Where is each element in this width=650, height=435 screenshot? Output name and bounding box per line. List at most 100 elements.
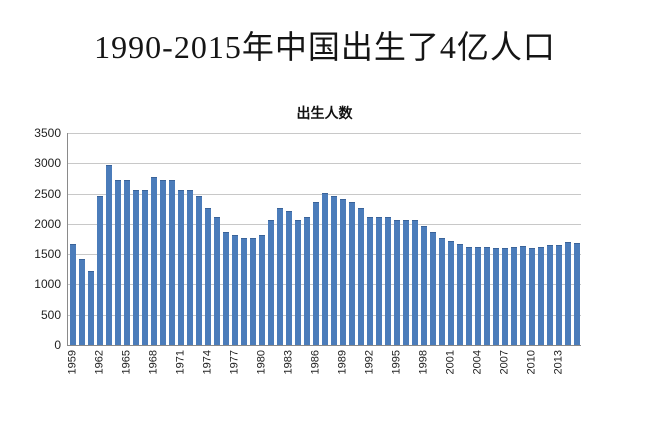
x-slot-1987 [320, 346, 329, 392]
bar-2012 [546, 245, 553, 345]
bar-2002 [456, 244, 463, 345]
x-tick-label: 1968 [147, 350, 159, 375]
bar-1998 [420, 225, 427, 345]
bar-1959 [69, 244, 76, 345]
x-tick-label: 1977 [228, 350, 240, 375]
bar-1989 [339, 198, 346, 345]
x-slot-2004: 2004 [471, 346, 483, 392]
x-axis: 1959 1962 1965 1968 1971 1974 1977 1980 1983 1986… [66, 346, 581, 392]
y-tick-label: 3000 [34, 156, 61, 171]
x-slot-2002 [455, 346, 464, 392]
bar-1965 [123, 180, 130, 345]
bar-2014 [564, 241, 571, 345]
x-slot-1992: 1992 [363, 346, 375, 392]
x-slot-2013: 2013 [552, 346, 564, 392]
y-tick-label: 2500 [34, 186, 61, 201]
x-slot-1975 [212, 346, 221, 392]
x-slot-1966 [131, 346, 140, 392]
bar-1980 [258, 234, 265, 345]
bar-1963 [105, 165, 112, 345]
gridline [68, 163, 581, 165]
bar-1971 [177, 189, 184, 345]
x-slot-2007: 2007 [498, 346, 510, 392]
x-slot-1981 [266, 346, 275, 392]
bar-1974 [204, 207, 211, 345]
bar-1973 [195, 195, 202, 345]
bar-1993 [375, 216, 382, 345]
bar-1982 [276, 207, 283, 345]
bar-1992 [366, 216, 373, 345]
x-slot-1974: 1974 [201, 346, 213, 392]
x-slot-1995: 1995 [390, 346, 402, 392]
bar-1962 [96, 195, 103, 345]
bar-1975 [213, 216, 220, 345]
x-slot-1983: 1983 [282, 346, 294, 392]
bar-1986 [312, 201, 319, 345]
bar-1970 [168, 180, 175, 345]
bar-1976 [222, 231, 229, 345]
x-slot-1984 [293, 346, 302, 392]
x-slot-1977: 1977 [228, 346, 240, 392]
x-tick-label: 1962 [93, 350, 105, 375]
bar-2007 [501, 247, 508, 345]
x-slot-1971: 1971 [174, 346, 186, 392]
x-tick-label: 1983 [282, 350, 294, 375]
bar-1964 [114, 180, 121, 345]
bar-2005 [483, 247, 490, 345]
bar-1979 [249, 238, 256, 345]
main-title: 1990-2015年中国出生了4亿人口 [94, 29, 556, 65]
x-slot-2001: 2001 [444, 346, 456, 392]
x-tick-label: 1974 [201, 350, 213, 375]
bar-2000 [438, 238, 445, 345]
x-slot-1965: 1965 [120, 346, 132, 392]
x-slot-2005 [482, 346, 491, 392]
x-tick-label: 1992 [363, 350, 375, 375]
bar-1995 [393, 219, 400, 345]
x-tick-label: 2004 [471, 350, 483, 375]
chart-title: 出生人数 [296, 105, 353, 121]
x-slot-1962: 1962 [93, 346, 105, 392]
x-tick-label: 1971 [174, 350, 186, 375]
bar-2015 [573, 243, 580, 345]
y-tick-label: 500 [40, 307, 61, 322]
bar-2008 [510, 247, 517, 345]
bar-1990 [348, 201, 355, 345]
gridline [68, 133, 581, 134]
x-tick-label: 1980 [255, 350, 267, 375]
bar-1987 [321, 192, 328, 345]
x-tick-label: 1986 [309, 350, 321, 375]
x-tick-label: 1989 [336, 350, 348, 375]
bar-2004 [474, 247, 481, 345]
bar-1981 [267, 219, 274, 345]
y-tick-label: 2000 [34, 216, 61, 231]
x-slot-2014 [563, 346, 572, 392]
x-slot-2010: 2010 [525, 346, 537, 392]
bar-1984 [294, 219, 301, 345]
bar-1969 [159, 180, 166, 345]
x-tick-label: 1995 [390, 350, 402, 375]
x-slot-2015 [572, 346, 581, 392]
x-slot-1993 [374, 346, 383, 392]
bar-2011 [537, 247, 544, 345]
y-axis: 3500 3000 2500 2000 1500 1000 500 0 [25, 126, 67, 352]
x-tick-label: 2001 [444, 350, 456, 375]
x-slot-2008 [509, 346, 518, 392]
bar-1978 [240, 238, 247, 345]
x-slot-1989: 1989 [336, 346, 348, 392]
x-slot-1963 [104, 346, 113, 392]
bar-1983 [285, 210, 292, 345]
bar-1999 [429, 231, 436, 345]
x-slot-1999 [428, 346, 437, 392]
bar-1977 [231, 234, 238, 345]
x-slot-1972 [185, 346, 194, 392]
x-slot-1959: 1959 [66, 346, 78, 392]
x-tick-label: 1959 [66, 350, 78, 375]
bar-1996 [402, 219, 409, 345]
bar-2001 [447, 241, 454, 345]
x-slot-1968: 1968 [147, 346, 159, 392]
bar-1966 [132, 189, 139, 345]
plot-area [67, 133, 581, 346]
y-tick-label: 0 [54, 338, 61, 352]
bar-1994 [384, 216, 391, 345]
